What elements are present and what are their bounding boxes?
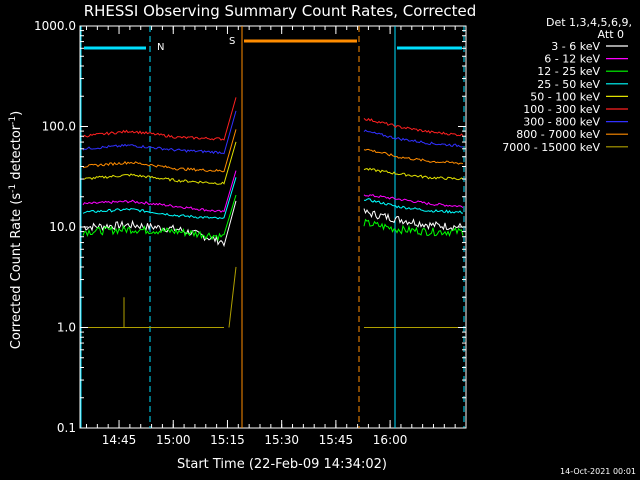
series-line-post xyxy=(363,167,464,181)
series-line-pre xyxy=(82,141,237,185)
night-label: N xyxy=(157,42,164,53)
olive-rise xyxy=(228,266,237,328)
footer-date: 14-Oct-2021 00:01 xyxy=(560,467,636,476)
chart-title: RHESSI Observing Summary Count Rates, Co… xyxy=(84,2,477,20)
series-line-pre xyxy=(82,129,237,173)
y-tick-label: 1000.0 xyxy=(34,19,76,33)
x-tick-label: 15:45 xyxy=(319,433,354,447)
plot-frame xyxy=(79,25,467,429)
x-tick-label: 16:00 xyxy=(373,433,408,447)
legend-label: 12 - 25 keV xyxy=(537,65,600,78)
legend-label: 7000 - 15000 keV xyxy=(502,141,600,154)
legend-label: 50 - 100 keV xyxy=(530,90,600,103)
legend-label: 100 - 300 keV xyxy=(523,103,600,116)
series-line-post xyxy=(363,198,463,214)
legend-header-line-2: Att 0 xyxy=(598,28,624,41)
y-tick-label: 10.0 xyxy=(49,220,76,234)
series-line-pre xyxy=(82,177,237,220)
series-line-pre xyxy=(82,194,237,242)
x-tick-label: 14:45 xyxy=(102,433,137,447)
series-line-post xyxy=(363,193,464,208)
saa-label: S xyxy=(229,36,235,47)
legend-label: 800 - 7000 keV xyxy=(516,128,600,141)
y-tick-label: 1.0 xyxy=(57,321,76,335)
x-axis-label: Start Time (22-Feb-09 14:34:02) xyxy=(177,457,387,472)
y-tick-label: 0.1 xyxy=(57,421,76,435)
series-line-post xyxy=(363,218,464,237)
series-line-pre xyxy=(82,97,237,141)
series-line-pre xyxy=(82,200,237,248)
x-tick-label: 15:30 xyxy=(264,433,299,447)
series-line-pre xyxy=(82,110,237,155)
legend-label: 3 - 6 keV xyxy=(551,40,600,53)
y-axis-label: Corrected Count Rate (s-1 detector-1) xyxy=(8,111,24,349)
series-line-post xyxy=(363,117,464,137)
x-tick-label: 15:15 xyxy=(210,433,245,447)
y-tick-label: 100.0 xyxy=(42,120,76,134)
series-line-post xyxy=(363,148,464,165)
series-line-pre xyxy=(82,170,237,213)
legend-label: 6 - 12 keV xyxy=(544,53,600,66)
x-tick-label: 15:00 xyxy=(156,433,191,447)
legend-header-line-1: Det 1,3,4,5,6,9, xyxy=(546,16,632,29)
legend-label: 300 - 800 keV xyxy=(523,116,600,129)
legend-label: 25 - 50 keV xyxy=(537,78,600,91)
series-line-post xyxy=(363,208,464,232)
series-line-post xyxy=(363,129,464,148)
